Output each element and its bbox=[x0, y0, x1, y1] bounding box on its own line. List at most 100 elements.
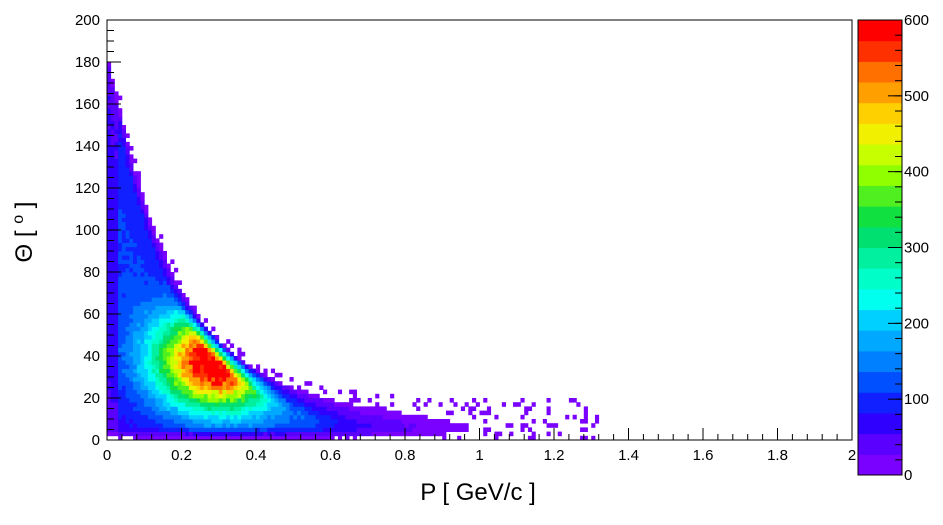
heatmap-cell bbox=[211, 381, 216, 386]
heatmap-cell bbox=[114, 305, 119, 311]
heatmap-cell bbox=[155, 288, 160, 294]
x-tick-label: 0.2 bbox=[171, 447, 192, 464]
heatmap-cell bbox=[118, 125, 123, 130]
y-tick-label: 80 bbox=[83, 264, 100, 281]
heatmap-cell bbox=[341, 427, 346, 432]
heatmap-cell bbox=[218, 427, 223, 432]
heatmap-cell bbox=[107, 146, 112, 151]
heatmap-cell bbox=[107, 347, 112, 353]
heatmap-cell bbox=[185, 351, 190, 357]
heatmap-cell bbox=[129, 158, 134, 164]
heatmap-cell bbox=[572, 414, 577, 420]
heatmap-cell bbox=[196, 410, 201, 416]
heatmap-cell bbox=[166, 297, 171, 302]
heatmap-cell bbox=[162, 293, 167, 298]
heatmap-cell bbox=[107, 351, 112, 357]
heatmap-cell bbox=[118, 330, 123, 336]
heatmap-cell bbox=[330, 414, 335, 420]
heatmap-cell bbox=[382, 414, 387, 420]
heatmap-cell bbox=[159, 427, 164, 432]
heatmap-cell bbox=[349, 398, 354, 403]
heatmap-cell bbox=[133, 276, 138, 281]
heatmap-cell bbox=[159, 364, 164, 369]
heatmap-cell bbox=[121, 255, 127, 260]
heatmap-cell bbox=[226, 431, 231, 437]
heatmap-cell bbox=[166, 314, 171, 319]
heatmap-cell bbox=[133, 280, 138, 285]
heatmap-cell bbox=[121, 423, 127, 428]
heatmap-cell bbox=[252, 431, 257, 437]
heatmap-cell bbox=[136, 242, 141, 248]
heatmap-cell bbox=[319, 423, 324, 428]
heatmap-cell bbox=[129, 154, 134, 159]
heatmap-cell bbox=[248, 372, 253, 378]
heatmap-cell bbox=[107, 95, 112, 101]
heatmap-cell bbox=[218, 431, 223, 437]
heatmap-cell bbox=[207, 372, 212, 378]
y-axis-title-group: Θ [ o ] bbox=[10, 202, 38, 263]
heatmap-cell bbox=[263, 431, 268, 437]
heatmap-cell bbox=[200, 339, 205, 344]
heatmap-cell bbox=[170, 372, 175, 378]
heatmap-cell bbox=[133, 242, 138, 248]
heatmap-cell bbox=[118, 351, 123, 357]
heatmap-cell bbox=[114, 410, 119, 416]
heatmap-cell bbox=[252, 368, 257, 374]
heatmap-cell bbox=[192, 326, 197, 332]
x-tick-label: 1.4 bbox=[618, 447, 639, 464]
heatmap-cell bbox=[118, 246, 123, 252]
heatmap-cell bbox=[196, 314, 201, 319]
heatmap-cell bbox=[174, 343, 179, 348]
heatmap-cell bbox=[140, 322, 145, 327]
heatmap-cell bbox=[196, 335, 201, 340]
heatmap-cell bbox=[162, 305, 167, 311]
heatmap-cell bbox=[147, 368, 153, 374]
y-tick-label: 60 bbox=[83, 306, 100, 323]
heatmap-cell bbox=[114, 406, 119, 411]
heatmap-cell bbox=[136, 221, 141, 227]
heatmap-cell bbox=[136, 196, 141, 201]
heatmap-cell bbox=[222, 364, 227, 369]
heatmap-cell bbox=[118, 242, 123, 248]
heatmap-cell bbox=[159, 423, 164, 428]
heatmap-cell bbox=[114, 393, 119, 399]
heatmap-cell bbox=[114, 108, 119, 113]
heatmap-cell bbox=[334, 419, 339, 424]
heatmap-cell bbox=[107, 263, 112, 269]
heatmap-cell bbox=[110, 99, 115, 105]
heatmap-cell bbox=[203, 410, 208, 416]
heatmap-cell bbox=[110, 423, 115, 428]
heatmap-cell bbox=[118, 188, 123, 193]
heatmap-cell bbox=[177, 402, 182, 407]
heatmap-cell bbox=[215, 414, 220, 420]
heatmap-cell bbox=[241, 389, 246, 395]
heatmap-cell bbox=[315, 406, 320, 411]
heatmap-cell bbox=[118, 335, 123, 340]
heatmap-cell bbox=[155, 414, 160, 420]
heatmap-cell bbox=[405, 414, 410, 420]
heatmap-cell bbox=[427, 423, 432, 428]
heatmap-cell bbox=[140, 402, 145, 407]
x-tick-label: 0.4 bbox=[246, 447, 267, 464]
heatmap-cell bbox=[140, 204, 145, 210]
heatmap-cell bbox=[129, 242, 134, 248]
heatmap-cell bbox=[222, 347, 227, 353]
heatmap-cell bbox=[479, 410, 484, 416]
heatmap-cell bbox=[129, 234, 134, 239]
heatmap-cell bbox=[177, 318, 182, 323]
heatmap-cell bbox=[166, 305, 171, 311]
heatmap-cell bbox=[114, 389, 119, 395]
heatmap-cell bbox=[133, 230, 138, 235]
heatmap-cell bbox=[360, 431, 365, 437]
heatmap-cell bbox=[177, 414, 182, 420]
heatmap-cell bbox=[107, 314, 112, 319]
heatmap-cell bbox=[129, 326, 134, 332]
heatmap-cell bbox=[200, 406, 205, 411]
heatmap-cell bbox=[427, 398, 432, 403]
heatmap-cell bbox=[378, 419, 384, 424]
heatmap-cell bbox=[114, 129, 119, 134]
heatmap-cell bbox=[140, 326, 145, 332]
heatmap-cell bbox=[218, 435, 223, 441]
heatmap-cell bbox=[233, 364, 238, 369]
heatmap-cell bbox=[133, 204, 138, 210]
